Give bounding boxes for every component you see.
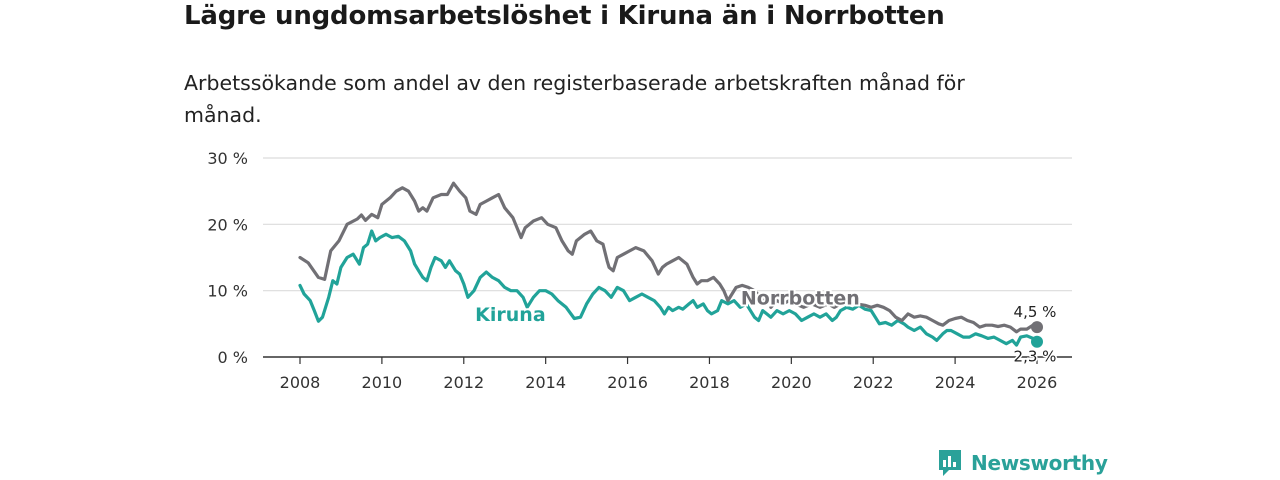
- x-tick-label: 2026: [1017, 373, 1058, 392]
- x-tick-label: 2014: [525, 373, 566, 392]
- x-tick-label: 2020: [771, 373, 812, 392]
- series-label-norrbotten: Norrbotten: [741, 287, 860, 309]
- y-tick-label: 20 %: [207, 215, 248, 234]
- x-tick-label: 2016: [607, 373, 648, 392]
- x-tick-label: 2012: [443, 373, 484, 392]
- x-tick-label: 2008: [280, 373, 321, 392]
- newsworthy-logo-icon: [939, 450, 961, 476]
- y-tick-label: 30 %: [207, 149, 248, 168]
- brand-logo[interactable]: Newsworthy: [937, 448, 1108, 478]
- x-tick-label: 2022: [853, 373, 894, 392]
- brand-name: Newsworthy: [971, 451, 1108, 475]
- chart-title: Lägre ungdomsarbetslöshet i Kiruna än i …: [184, 1, 945, 31]
- x-tick-label: 2010: [362, 373, 403, 392]
- y-tick-label: 0 %: [218, 348, 248, 367]
- end-value-label: 2,3 %: [1014, 348, 1057, 366]
- end-value-label: 4,5 %: [1014, 303, 1057, 321]
- x-tick-label: 2018: [689, 373, 730, 392]
- y-tick-label: 10 %: [207, 282, 248, 301]
- end-marker-kiruna: [1031, 335, 1043, 348]
- x-tick-label: 2024: [935, 373, 976, 392]
- series-line-norrbotten: [298, 181, 767, 306]
- series-line-kiruna: [298, 229, 1039, 347]
- series-line-norrbotten-tail: [769, 299, 1039, 334]
- chart-subtitle: Arbetssökande som andel av den registerb…: [184, 71, 965, 127]
- series-label-kiruna: Kiruna: [475, 304, 545, 326]
- end-marker-norrbotten: [1031, 321, 1043, 334]
